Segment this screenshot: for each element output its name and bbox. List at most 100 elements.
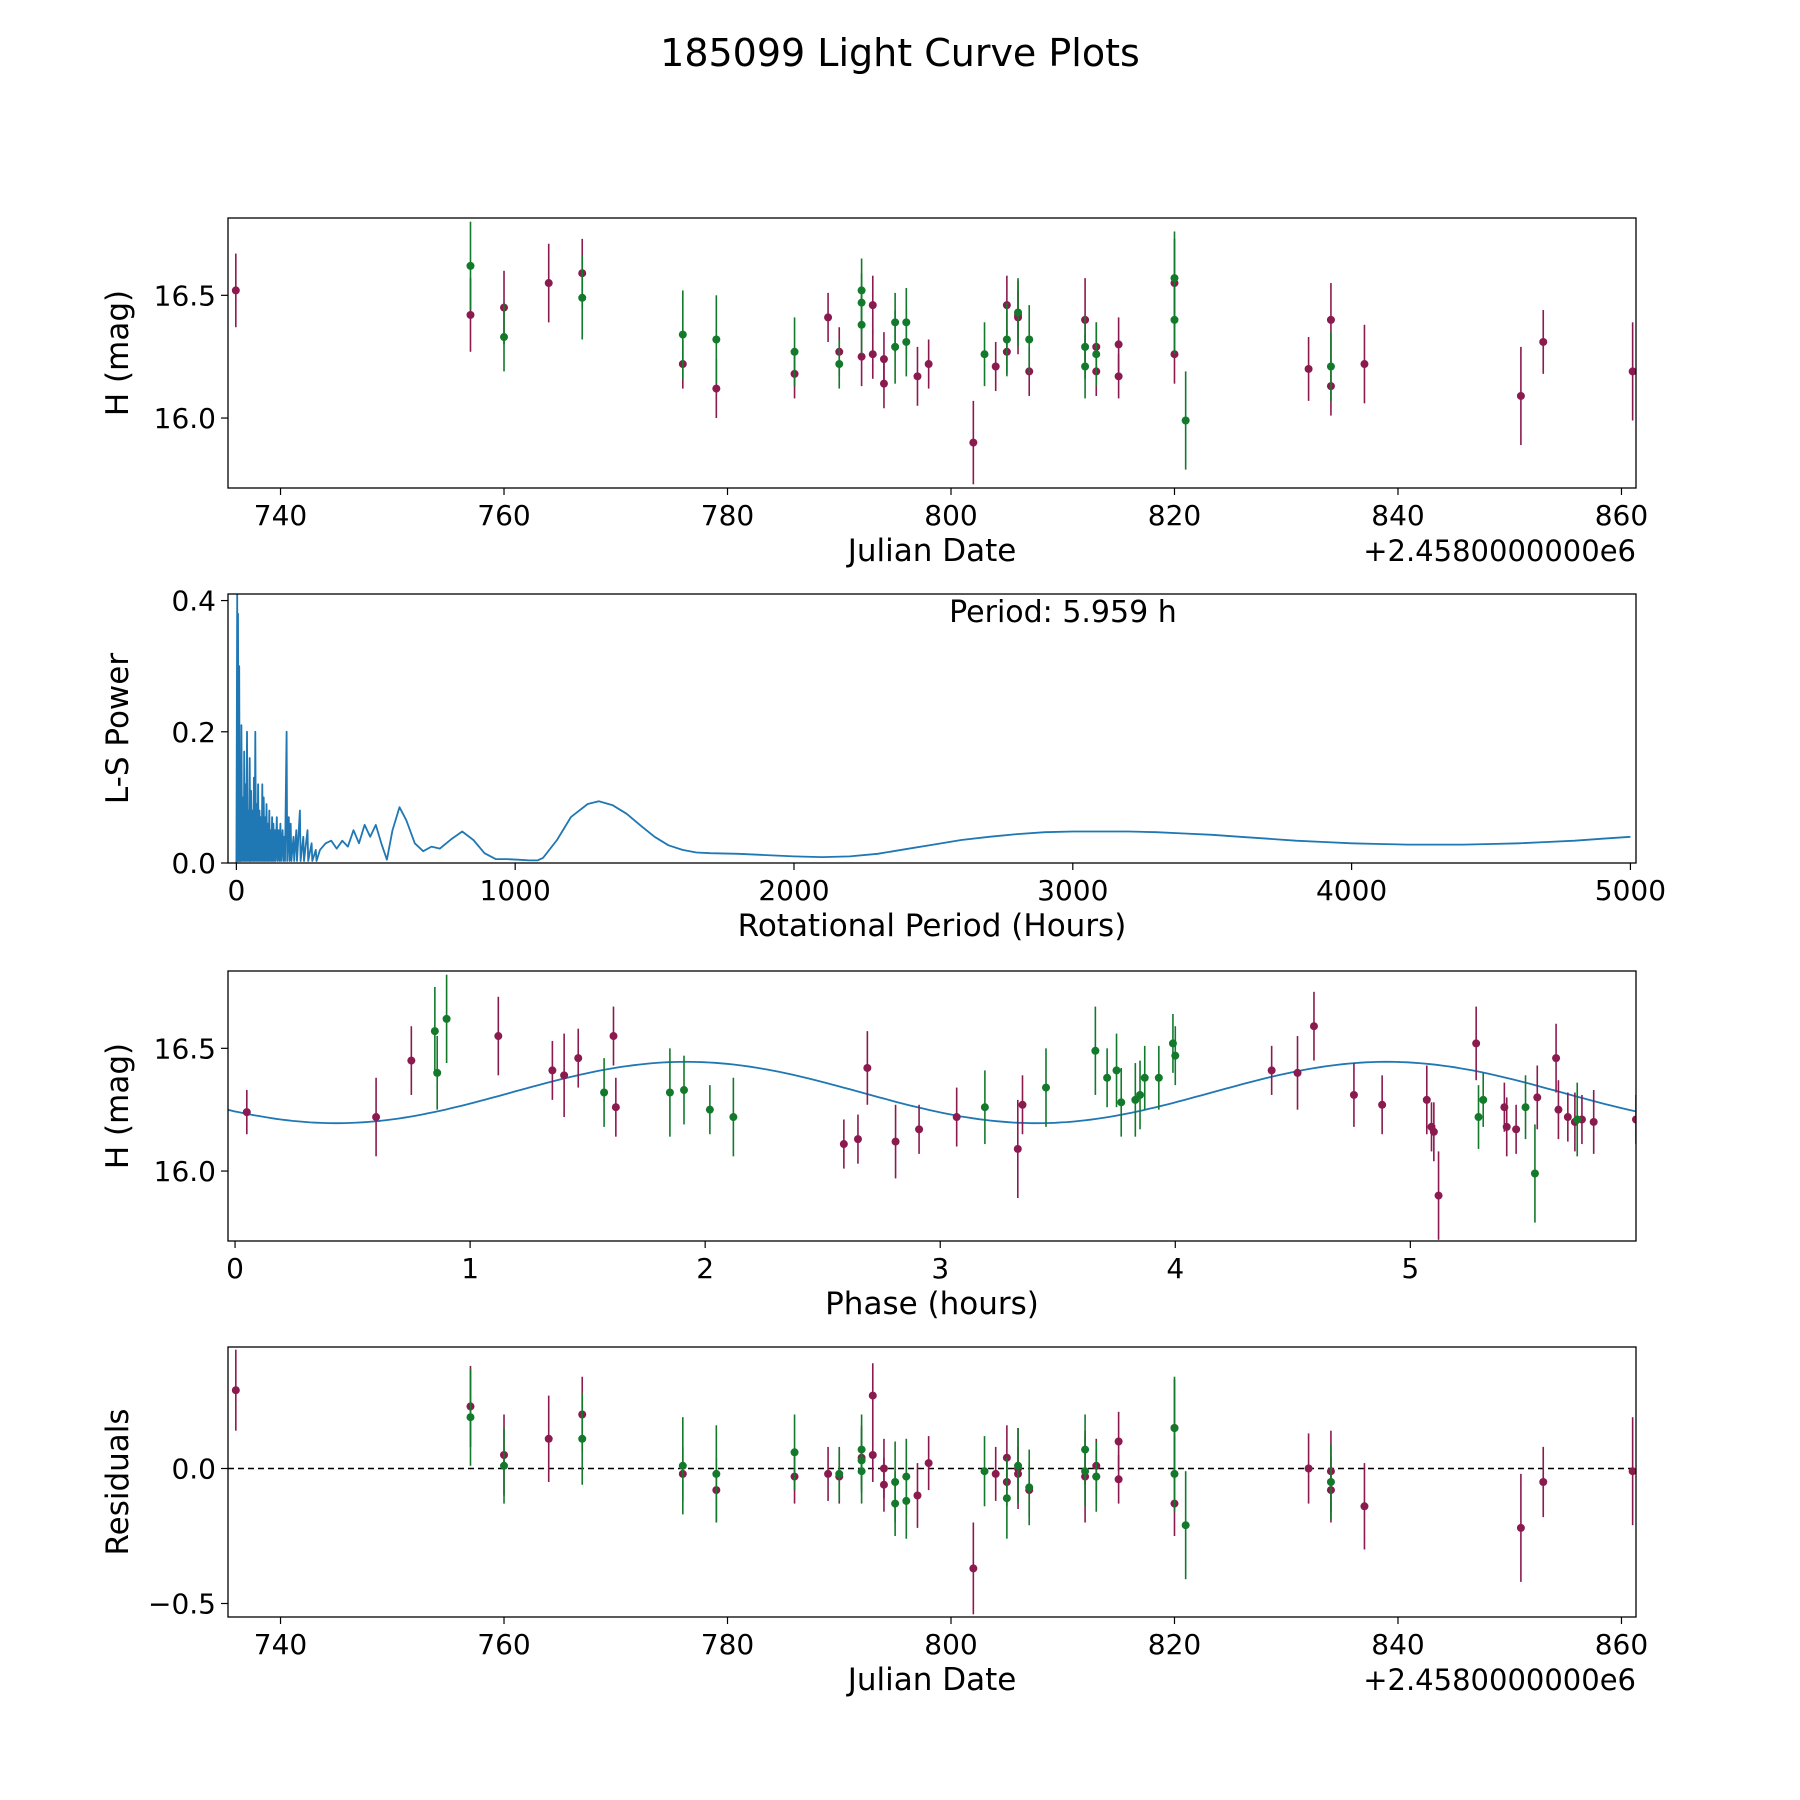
data-point bbox=[1136, 1090, 1145, 1099]
data-point bbox=[1114, 372, 1123, 381]
x-axis-label: Julian Date bbox=[846, 533, 1017, 569]
data-point bbox=[1628, 367, 1636, 376]
x-tick-label: 5000 bbox=[1595, 874, 1666, 907]
x-tick-label: 4000 bbox=[1316, 874, 1387, 907]
y-axis-label: H (mag) bbox=[100, 1043, 136, 1169]
data-point bbox=[1025, 1483, 1034, 1492]
data-point bbox=[1530, 1169, 1539, 1178]
plot-area bbox=[228, 1349, 1636, 1615]
data-point bbox=[1326, 362, 1335, 371]
data-point bbox=[678, 330, 687, 339]
data-point bbox=[835, 1469, 844, 1478]
x-tick-label: 820 bbox=[1148, 1628, 1201, 1661]
axes-frame bbox=[227, 593, 1637, 864]
data-point bbox=[868, 301, 877, 310]
data-point bbox=[1170, 274, 1179, 283]
period-annotation: Period: 5.959 h bbox=[949, 595, 1177, 630]
x-tick-label: 5 bbox=[1401, 1252, 1419, 1285]
x-axis-label: Julian Date bbox=[846, 1662, 1017, 1698]
data-point bbox=[231, 286, 240, 295]
x-tick-label: 740 bbox=[254, 1628, 307, 1661]
data-point bbox=[712, 384, 721, 393]
data-point bbox=[1092, 1472, 1101, 1481]
data-point bbox=[712, 335, 721, 344]
data-point bbox=[1472, 1039, 1481, 1048]
data-point bbox=[1042, 1083, 1051, 1092]
data-point bbox=[879, 379, 888, 388]
data-point bbox=[242, 1108, 251, 1117]
data-point bbox=[578, 293, 587, 302]
data-point bbox=[1304, 364, 1313, 373]
data-point bbox=[1092, 350, 1101, 359]
data-point bbox=[1521, 1103, 1530, 1112]
x-tick-label: 820 bbox=[1148, 499, 1201, 532]
data-point bbox=[824, 313, 833, 322]
y-tick-label: 0.4 bbox=[171, 585, 216, 618]
data-point bbox=[544, 1434, 553, 1443]
data-point bbox=[1474, 1113, 1483, 1122]
x-offset-text: +2.4580000000e6 bbox=[1363, 1663, 1636, 1697]
data-point bbox=[231, 1386, 240, 1395]
data-point bbox=[1552, 1054, 1561, 1063]
data-point bbox=[924, 360, 933, 369]
y-axis-label: H (mag) bbox=[100, 290, 136, 416]
x-tick-label: 3000 bbox=[1037, 874, 1108, 907]
data-point bbox=[442, 1014, 451, 1023]
axes-frame bbox=[227, 1346, 1637, 1618]
x-tick-label: 0 bbox=[226, 1252, 244, 1285]
data-point bbox=[1025, 335, 1034, 344]
data-point bbox=[1091, 1046, 1100, 1055]
data-point bbox=[891, 1499, 900, 1508]
data-point bbox=[1114, 340, 1123, 349]
data-point bbox=[1181, 416, 1190, 425]
x-tick-label: 780 bbox=[701, 499, 754, 532]
x-tick-label: 4 bbox=[1166, 1252, 1184, 1285]
figure-title: 185099 Light Curve Plots bbox=[660, 31, 1140, 75]
data-point bbox=[1309, 1022, 1318, 1031]
x-tick-label: 3 bbox=[931, 1252, 949, 1285]
data-point bbox=[1360, 360, 1369, 369]
data-point bbox=[1326, 1478, 1335, 1486]
data-point bbox=[902, 318, 911, 327]
y-tick-label: 16.5 bbox=[154, 1032, 216, 1065]
x-tick-label: 860 bbox=[1595, 499, 1648, 532]
data-point bbox=[1014, 308, 1023, 317]
data-point bbox=[494, 1032, 503, 1041]
data-point bbox=[1632, 1115, 1636, 1124]
data-point bbox=[902, 1496, 911, 1505]
x-tick-label: 2000 bbox=[758, 874, 829, 907]
data-point bbox=[1081, 1467, 1090, 1476]
series-maroon bbox=[231, 1349, 1636, 1615]
y-axis-label: L-S Power bbox=[100, 653, 136, 804]
data-point bbox=[857, 1467, 866, 1476]
data-point bbox=[1539, 1478, 1548, 1486]
data-point bbox=[407, 1056, 416, 1065]
data-point bbox=[863, 1063, 872, 1072]
data-point bbox=[980, 1103, 989, 1112]
x-tick-label: 800 bbox=[924, 499, 977, 532]
data-point bbox=[1154, 1073, 1163, 1082]
y-tick-label: 0.0 bbox=[171, 1453, 216, 1486]
data-point bbox=[891, 1137, 900, 1146]
data-point bbox=[1081, 362, 1090, 371]
x-tick-label: 1 bbox=[461, 1252, 479, 1285]
series-green bbox=[466, 221, 1335, 470]
data-point bbox=[924, 1459, 933, 1468]
data-point bbox=[500, 333, 509, 342]
data-point bbox=[1429, 1127, 1438, 1136]
data-point bbox=[1114, 1475, 1123, 1484]
data-point bbox=[1140, 1073, 1149, 1082]
x-tick-label: 0 bbox=[227, 874, 245, 907]
data-point bbox=[665, 1088, 674, 1097]
data-point bbox=[678, 1461, 687, 1470]
data-point bbox=[1589, 1117, 1598, 1126]
data-point bbox=[1422, 1095, 1431, 1104]
data-point bbox=[1512, 1125, 1521, 1134]
data-point bbox=[835, 360, 844, 369]
data-point bbox=[952, 1113, 961, 1122]
x-tick-label: 2 bbox=[696, 1252, 714, 1285]
x-axis-label: Phase (hours) bbox=[825, 1286, 1039, 1322]
y-tick-label: 16.0 bbox=[154, 1155, 216, 1188]
data-point bbox=[1170, 1469, 1179, 1478]
data-point bbox=[1628, 1467, 1636, 1476]
